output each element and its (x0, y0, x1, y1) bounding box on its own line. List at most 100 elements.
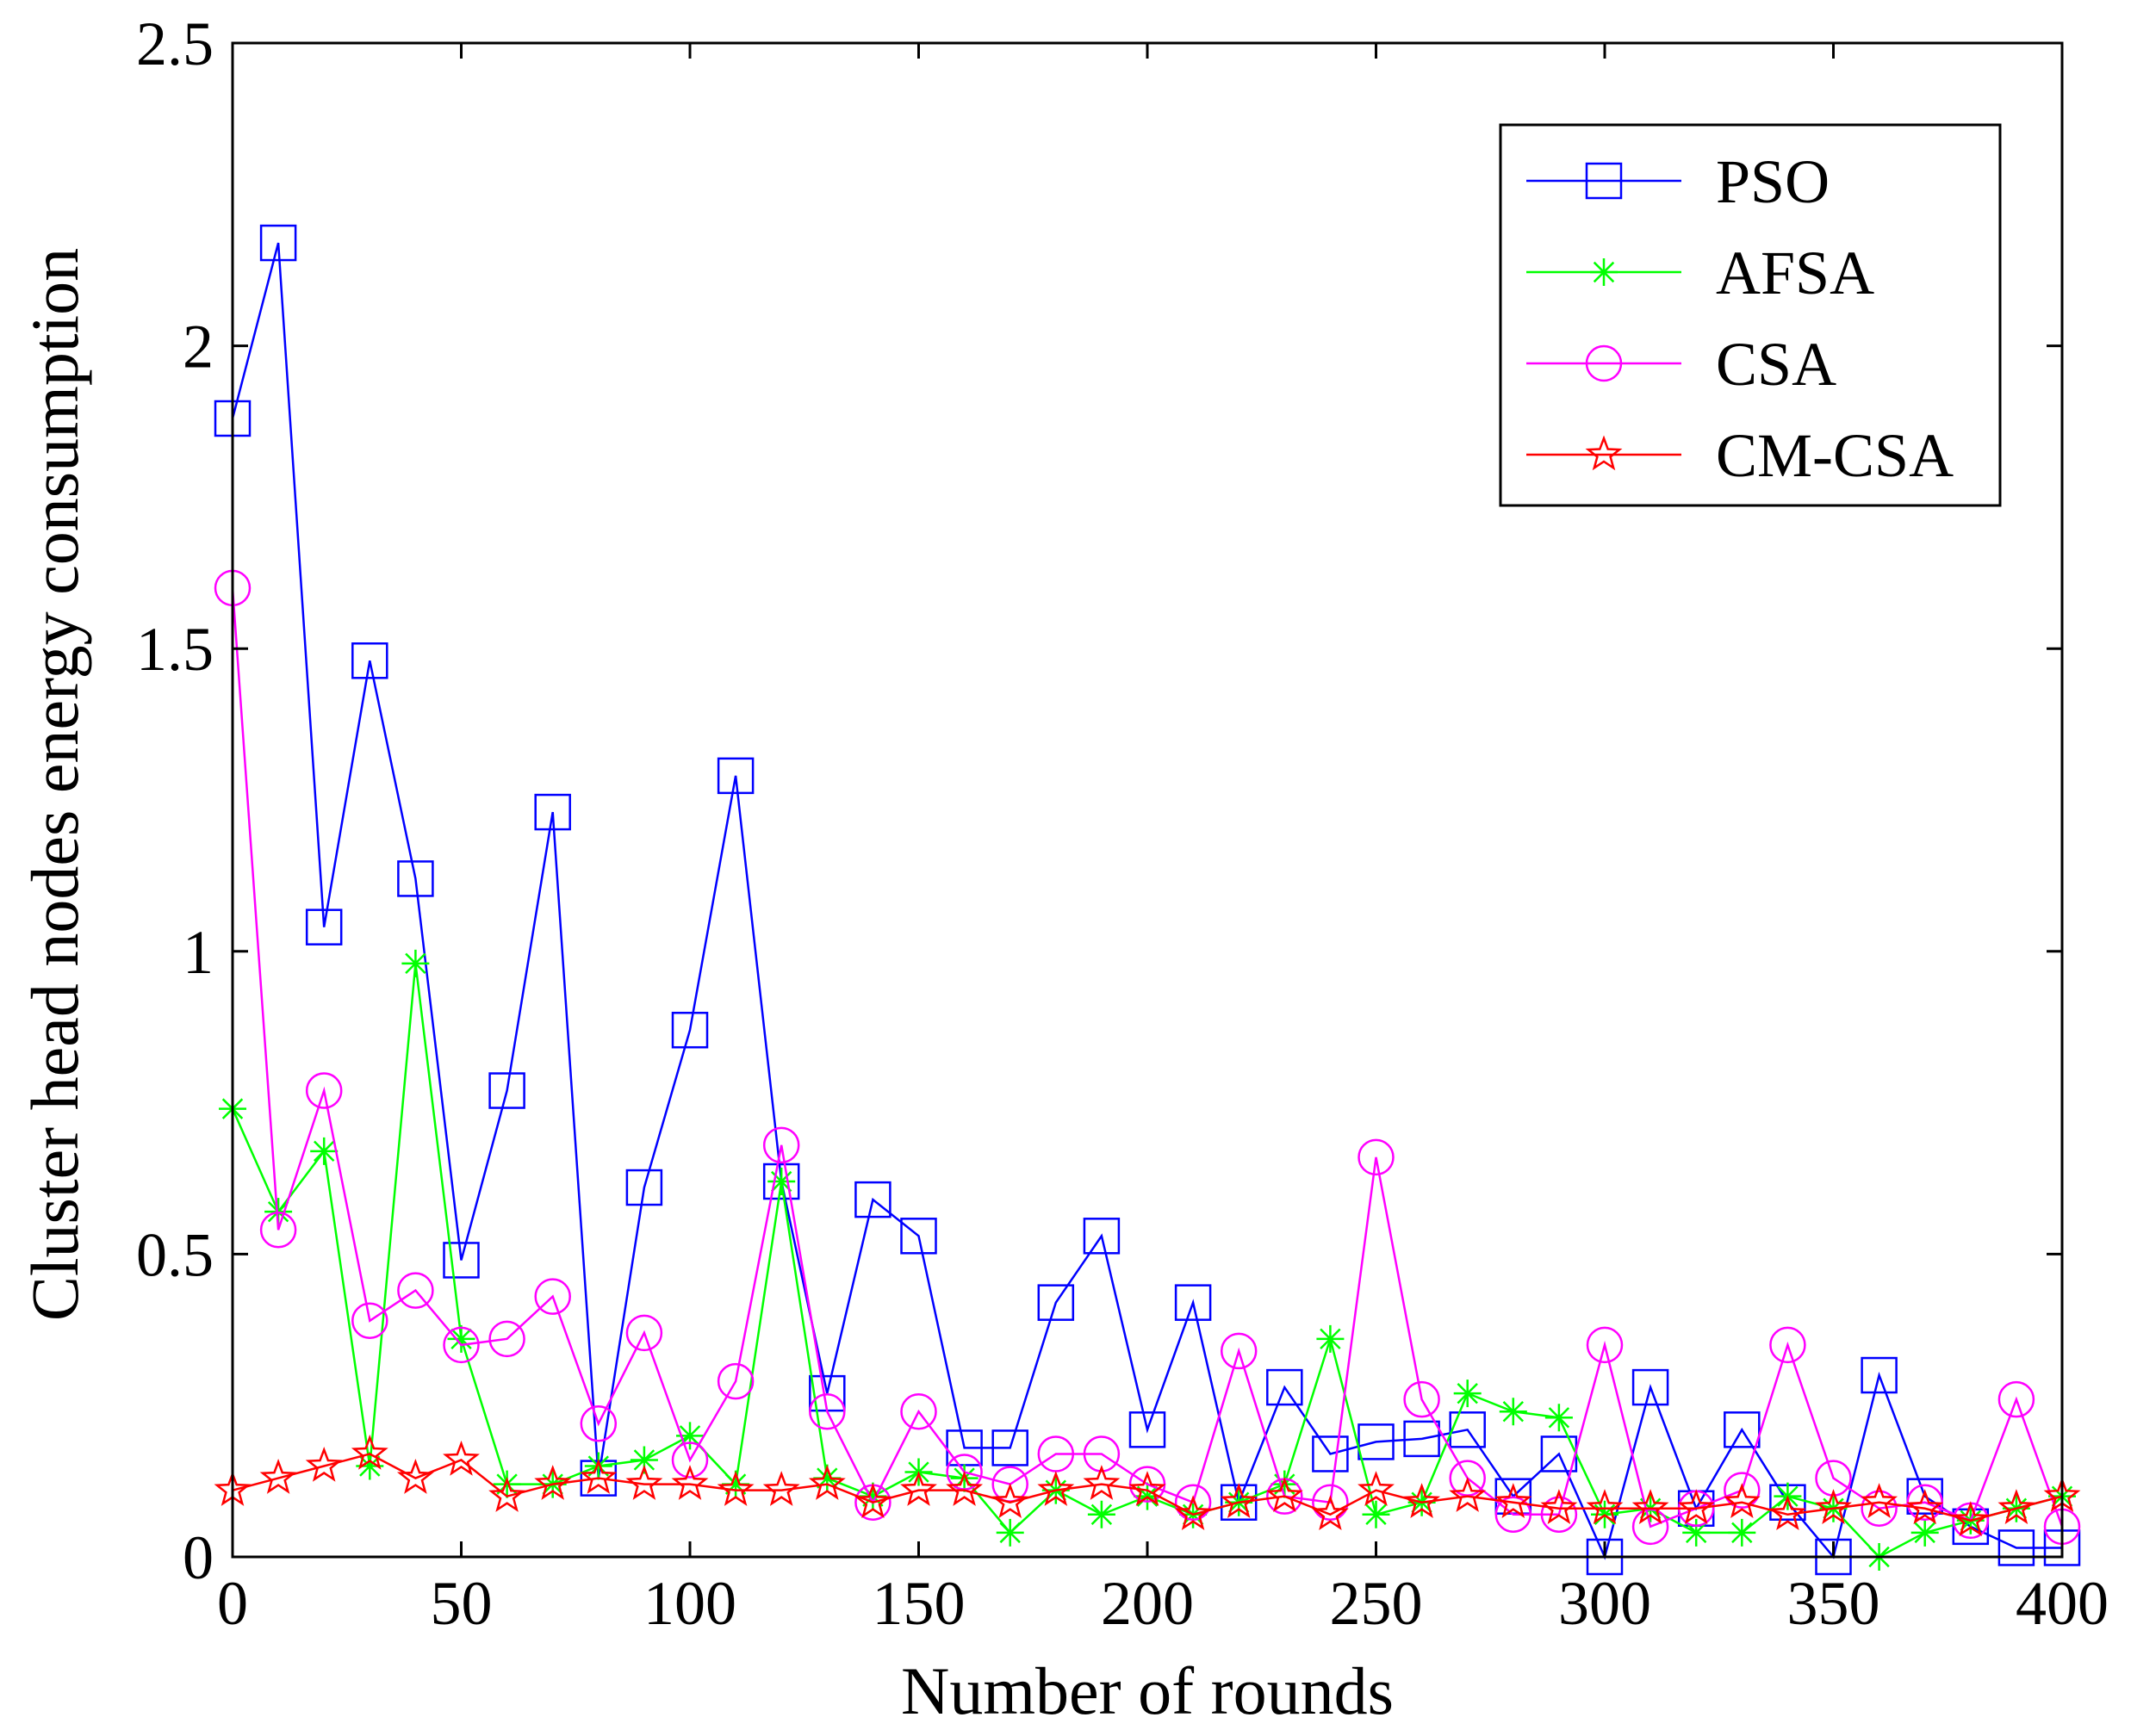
data-point-csa (259, 1212, 297, 1249)
axes: 0 50 100 150 200 250 300 350 400 0 0.5 1 1.5 2 2.5 (136, 9, 2109, 1638)
data-point-csa (809, 1392, 846, 1430)
x-tick-label: 50 (431, 1569, 493, 1638)
data-point-afsa (722, 1470, 750, 1498)
data-point-pso (1861, 1356, 1898, 1394)
data-point-pso (305, 908, 343, 946)
data-point-cm-csa (1952, 1501, 1990, 1537)
data-point-csa (1815, 1460, 1852, 1497)
data-point-afsa (310, 1137, 339, 1165)
data-point-afsa (996, 1518, 1024, 1547)
data-point-csa (1997, 1380, 2035, 1418)
legend-item-csa[interactable]: CSA (1526, 330, 1836, 399)
data-point-afsa (1271, 1470, 1299, 1498)
data-point-csa (1540, 1496, 1578, 1534)
data-point-afsa (767, 1168, 796, 1196)
data-point-csa (488, 1320, 525, 1358)
data-point-cm-csa (854, 1483, 892, 1518)
legend-box (1499, 123, 2002, 507)
data-point-cm-csa (1631, 1489, 1669, 1525)
data-point-afsa (1682, 1518, 1711, 1547)
data-point-cm-csa (625, 1465, 663, 1500)
data-point-cm-csa (1677, 1489, 1715, 1525)
data-point-pso (1174, 1284, 1212, 1321)
data-point-csa (1861, 1490, 1898, 1527)
data-point-pso (443, 1242, 480, 1279)
y-tick-label: 0 (183, 1523, 214, 1592)
data-point-cm-csa (1906, 1489, 1944, 1525)
legend-item-pso[interactable]: PSO (1526, 147, 1830, 216)
legend[interactable]: PSO AFSA CSA CM-CSA (1499, 123, 2002, 507)
data-point-afsa (1499, 1398, 1527, 1426)
data-point-cm-csa (900, 1471, 937, 1506)
data-point-afsa (813, 1464, 842, 1492)
data-point-afsa (401, 949, 430, 977)
data-point-cm-csa (488, 1477, 526, 1512)
x-tick-label: 150 (873, 1569, 966, 1638)
data-point-csa (580, 1405, 618, 1442)
data-point-cm-csa (1768, 1495, 1806, 1531)
data-point-cm-csa (671, 1465, 709, 1500)
data-point-cm-csa (396, 1459, 434, 1494)
x-tick-label: 250 (1330, 1569, 1423, 1638)
data-point-pso (900, 1218, 937, 1255)
data-point-afsa (1316, 1324, 1345, 1353)
y-tick-label: 2 (183, 313, 214, 381)
data-point-csa (1174, 1484, 1212, 1521)
data-point-afsa (447, 1324, 475, 1353)
data-point-pso (625, 1169, 663, 1206)
data-point-cm-csa (443, 1440, 480, 1476)
legend-item-afsa[interactable]: AFSA (1526, 239, 1874, 307)
data-point-cm-csa (1403, 1483, 1441, 1518)
data-point-afsa (676, 1422, 704, 1450)
data-point-afsa (584, 1452, 612, 1480)
data-point-cm-csa (1540, 1489, 1578, 1525)
data-point-afsa (1362, 1500, 1390, 1528)
x-tick-label: 300 (1558, 1569, 1651, 1638)
data-point-cm-csa (991, 1483, 1029, 1518)
x-tick-label: 200 (1101, 1569, 1194, 1638)
data-point-cm-csa (259, 1459, 297, 1494)
data-point-afsa (859, 1482, 887, 1510)
data-point-csa (900, 1392, 937, 1430)
data-point-cm-csa (1265, 1477, 1303, 1512)
data-point-csa (1724, 1472, 1761, 1509)
legend-item-cm-csa[interactable]: CM-CSA (1526, 421, 1954, 490)
data-point-afsa (356, 1452, 384, 1480)
data-point-cm-csa (1037, 1471, 1075, 1506)
legend-label: PSO (1716, 147, 1830, 216)
data-point-pso (1083, 1218, 1121, 1255)
data-point-pso (854, 1181, 892, 1218)
x-tick-label: 350 (1787, 1569, 1880, 1638)
data-point-pso (351, 642, 388, 679)
legend-marker-cm-csa (1585, 435, 1623, 471)
data-point-afsa (630, 1446, 658, 1474)
data-point-afsa (950, 1464, 979, 1492)
x-tick-label: 400 (2016, 1569, 2109, 1638)
data-point-csa (1769, 1326, 1806, 1364)
data-point-cm-csa (1997, 1489, 2035, 1525)
y-axis-title: Cluster head nodes energy consumption (17, 248, 92, 1321)
data-point-pso (1997, 1529, 2035, 1566)
data-point-csa (1083, 1435, 1121, 1472)
legend-marker-csa (1585, 344, 1623, 382)
data-point-csa (351, 1302, 388, 1340)
data-point-cm-csa (946, 1471, 984, 1506)
data-point-cm-csa (1449, 1477, 1487, 1512)
y-tick-label: 1.5 (136, 615, 214, 684)
data-point-pso (671, 1011, 709, 1049)
series-line-pso (231, 242, 2062, 1560)
legend-label: AFSA (1716, 239, 1874, 307)
data-point-cm-csa (1083, 1465, 1121, 1500)
data-point-csa (762, 1126, 800, 1164)
data-point-cm-csa (534, 1465, 572, 1500)
data-point-pso (1403, 1420, 1440, 1458)
data-point-pso (1724, 1411, 1761, 1448)
data-point-csa (1494, 1496, 1532, 1534)
plot-area (214, 224, 2081, 1576)
data-point-cm-csa (1128, 1471, 1166, 1506)
data-point-cm-csa (1311, 1495, 1349, 1531)
y-tick-label: 1 (183, 918, 214, 987)
data-point-afsa (1728, 1518, 1756, 1547)
data-point-cm-csa (1861, 1483, 1898, 1518)
